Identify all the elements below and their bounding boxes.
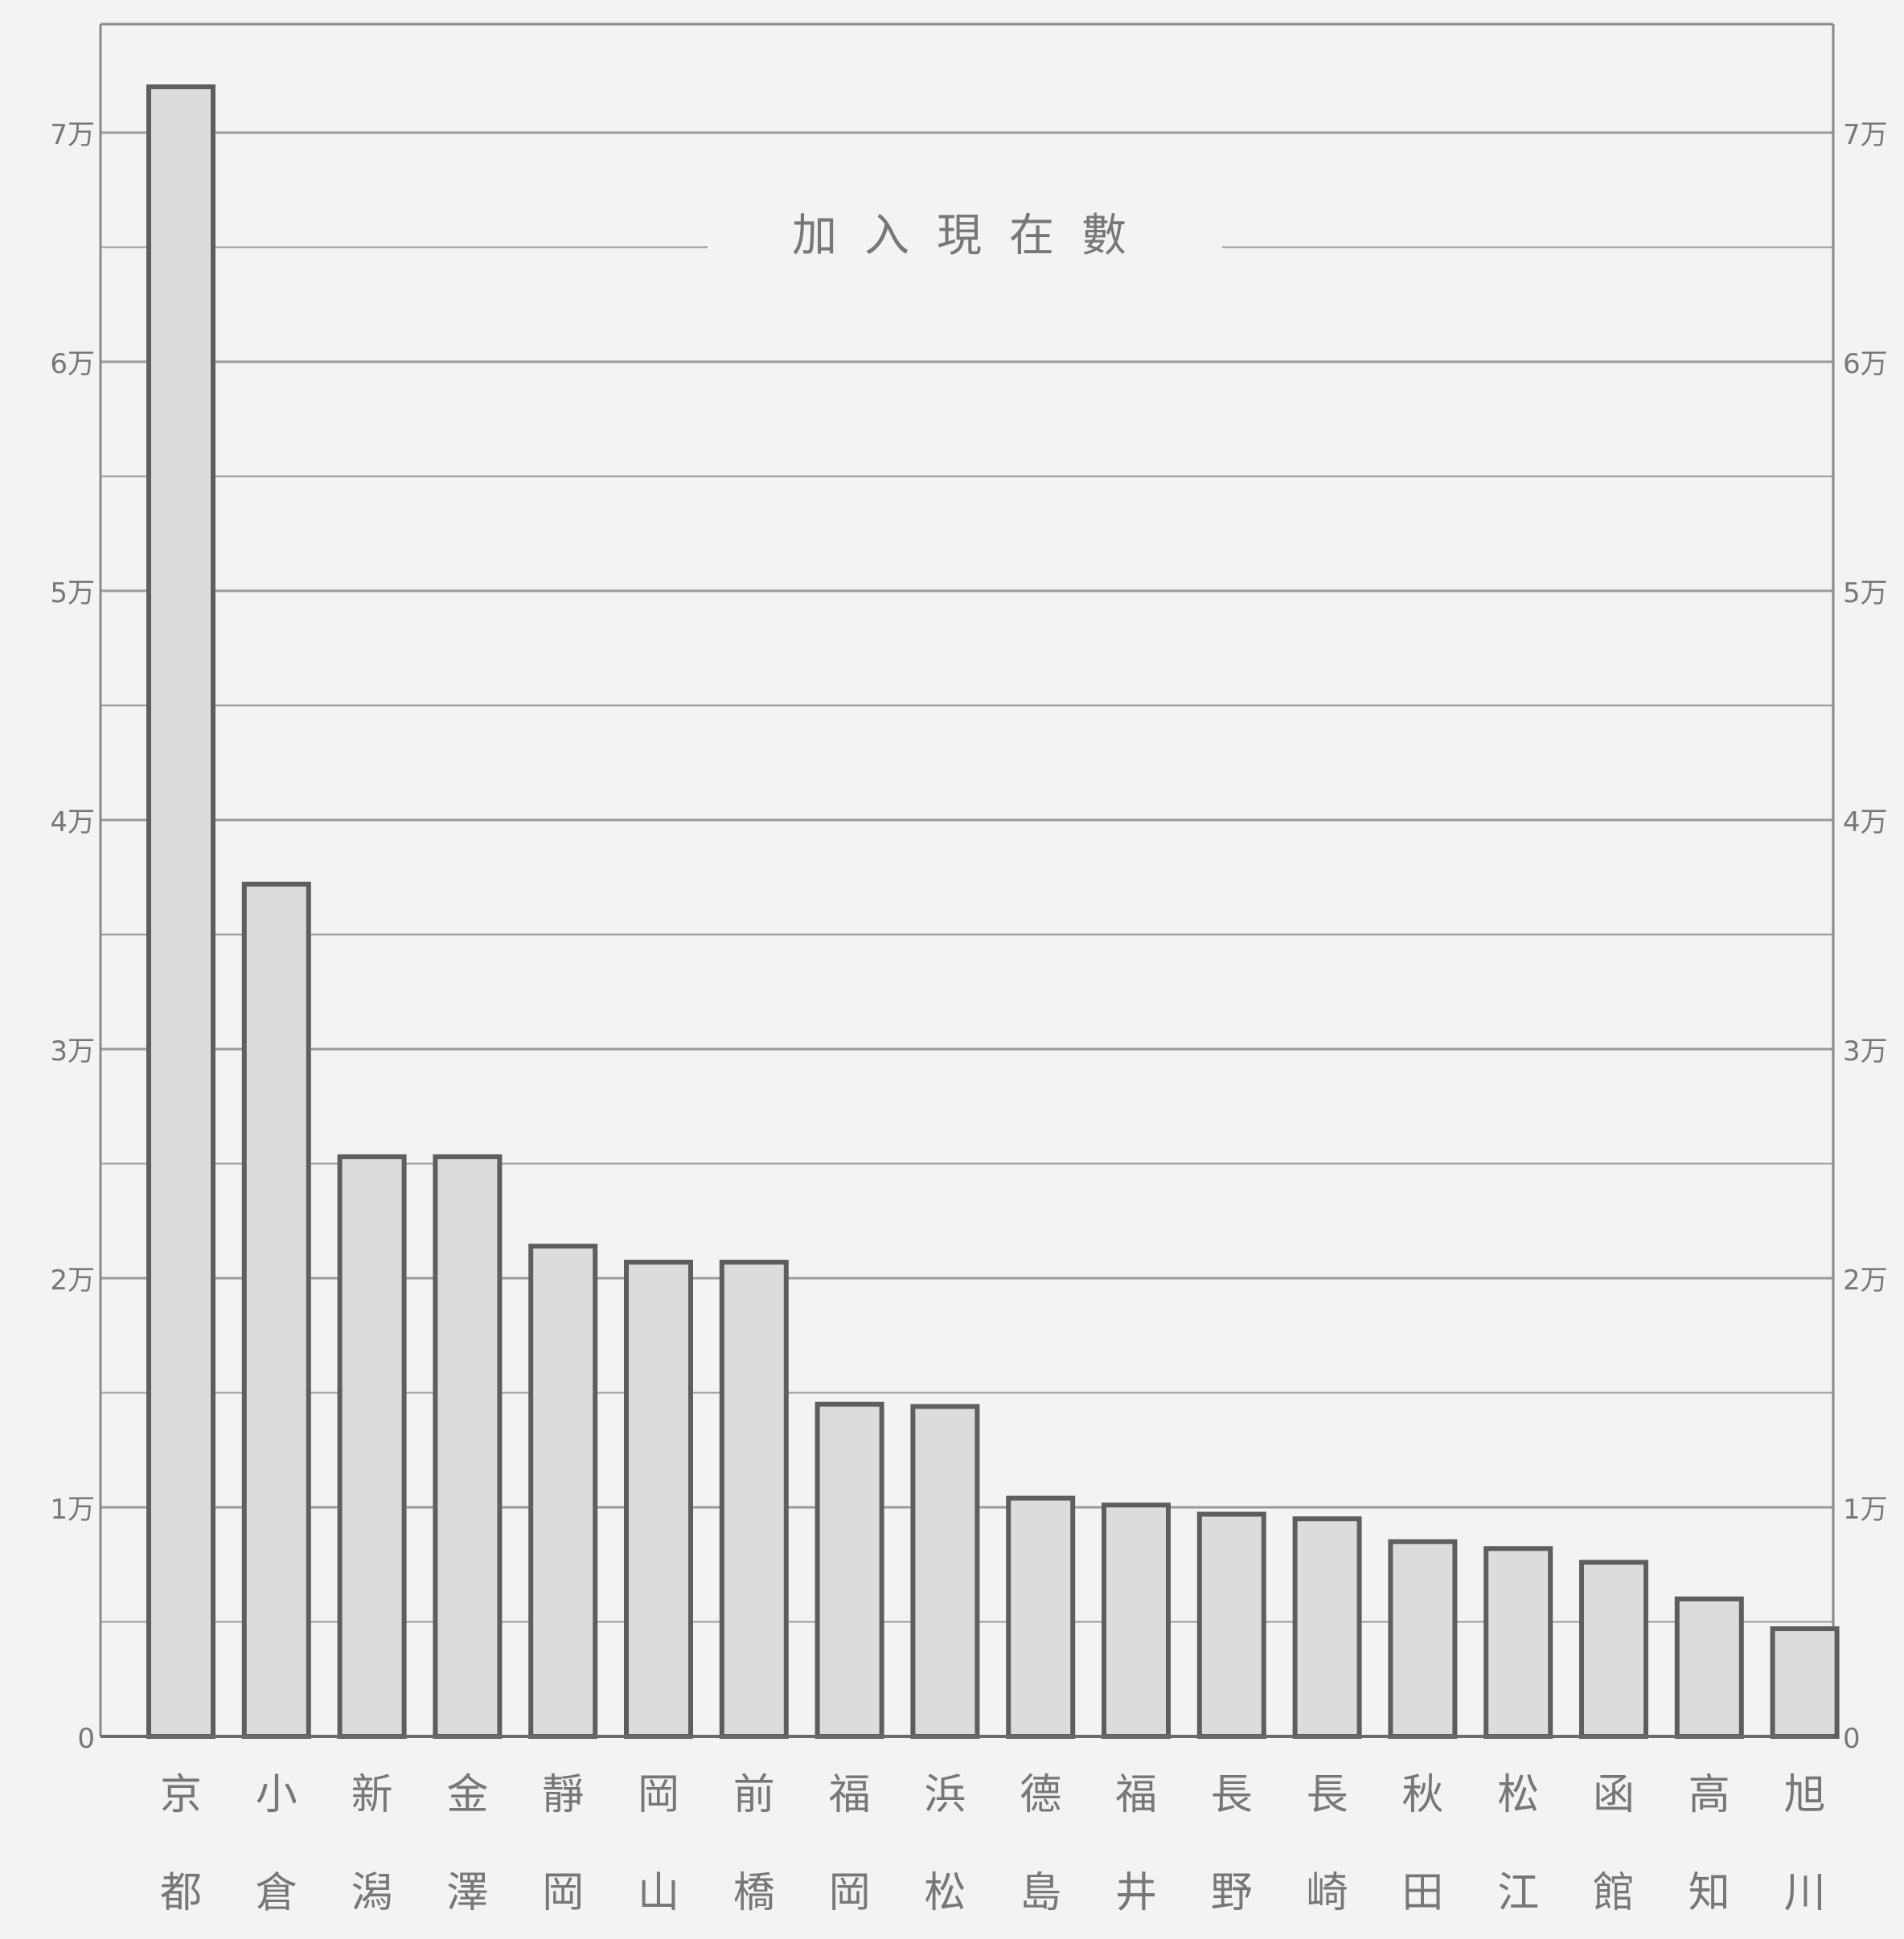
y-tick-label-left: 3万: [50, 1035, 95, 1068]
category-label-line2: 澤: [446, 1869, 488, 1917]
category-label-line1: 浜: [924, 1771, 966, 1819]
bar: [815, 1401, 884, 1739]
category-label-line1: 福: [829, 1771, 871, 1819]
bar: [1196, 1511, 1266, 1740]
y-tick-label-right: 6万: [1843, 348, 1888, 380]
category-label-line2: 館: [1593, 1869, 1635, 1917]
category-label-line1: 長: [1211, 1771, 1253, 1819]
bar: [433, 1154, 503, 1739]
bar: [1102, 1502, 1171, 1740]
category-label-line2: 江: [1497, 1869, 1539, 1917]
y-tick-label-right: 4万: [1843, 806, 1888, 838]
bar: [241, 881, 311, 1739]
title-background: [708, 205, 1222, 269]
category-label-line1: 靜: [542, 1771, 584, 1819]
category-label-line1: 松: [1497, 1771, 1539, 1819]
y-tick-label-left: 2万: [50, 1265, 95, 1297]
bar: [1770, 1626, 1840, 1740]
bars: [146, 84, 1840, 1740]
bar: [146, 84, 215, 1739]
category-label-line2: 野: [1211, 1869, 1253, 1917]
category-label-line1: 高: [1689, 1771, 1730, 1819]
y-tick-label-left: 7万: [50, 119, 95, 151]
y-tick-label-left: 6万: [50, 348, 95, 380]
category-label-line1: 岡: [638, 1771, 679, 1819]
category-label-line2: 島: [1020, 1869, 1061, 1917]
y-tick-label-right: 7万: [1843, 119, 1888, 151]
y-tick-label-right: 5万: [1843, 577, 1888, 609]
y-tick-label-left: 4万: [50, 806, 95, 838]
bar: [1483, 1546, 1553, 1740]
category-label-line1: 前: [733, 1771, 775, 1819]
category-label-line1: 京: [160, 1771, 202, 1819]
y-tick-label-right: 3万: [1843, 1035, 1888, 1068]
bar: [528, 1244, 598, 1739]
plot-frame: [99, 23, 1835, 1736]
bar: [624, 1260, 693, 1740]
y-axis-right-labels: 0 1万 2万 3万 4万 5万 6万 7万: [1843, 119, 1888, 1755]
y-tick-label-right: 0: [1843, 1723, 1861, 1755]
category-label-line2: 倉: [256, 1869, 298, 1917]
category-label-line2: 松: [924, 1869, 966, 1917]
category-label-line1: 新: [351, 1771, 393, 1819]
bar: [1388, 1539, 1458, 1739]
y-tick-label-right: 2万: [1843, 1265, 1888, 1297]
category-label-line2: 田: [1401, 1869, 1443, 1917]
bar: [1292, 1516, 1362, 1739]
y-tick-label-right: 1万: [1843, 1494, 1888, 1526]
chart-title: 加入現在數: [792, 210, 1154, 262]
category-label-line2: 橋: [733, 1869, 775, 1917]
category-label-line2: 知: [1689, 1869, 1730, 1917]
category-label-line1: 小: [256, 1771, 298, 1819]
y-tick-label-left: 1万: [50, 1494, 95, 1526]
category-label-line1: 函: [1593, 1771, 1635, 1819]
category-label-line1: 旭: [1784, 1771, 1826, 1819]
y-tick-label-left: 5万: [50, 577, 95, 609]
category-label-line1: 秋: [1401, 1771, 1443, 1819]
bar: [719, 1260, 789, 1740]
category-label-line2: 岡: [829, 1869, 871, 1917]
category-label-line2: 山: [638, 1869, 679, 1917]
category-label-line2: 潟: [351, 1869, 393, 1917]
y-tick-label-left: 0: [77, 1723, 95, 1755]
category-label-line1: 金: [446, 1771, 488, 1819]
category-label-line1: 福: [1115, 1771, 1157, 1819]
category-label-line2: 岡: [542, 1869, 584, 1917]
category-label-line2: 都: [160, 1869, 202, 1917]
bar: [1006, 1495, 1076, 1739]
bar: [1674, 1597, 1744, 1739]
bar: [910, 1404, 980, 1739]
bar: [1579, 1560, 1648, 1740]
category-label-line2: 井: [1115, 1869, 1157, 1917]
category-label-line1: 長: [1307, 1771, 1348, 1819]
y-axis-left-labels: 0 1万 2万 3万 4万 5万 6万 7万: [50, 119, 95, 1755]
category-label-line2: 川: [1784, 1869, 1826, 1917]
bar: [337, 1154, 407, 1739]
category-label-line1: 德: [1020, 1771, 1061, 1819]
category-label-line2: 崎: [1307, 1869, 1348, 1917]
